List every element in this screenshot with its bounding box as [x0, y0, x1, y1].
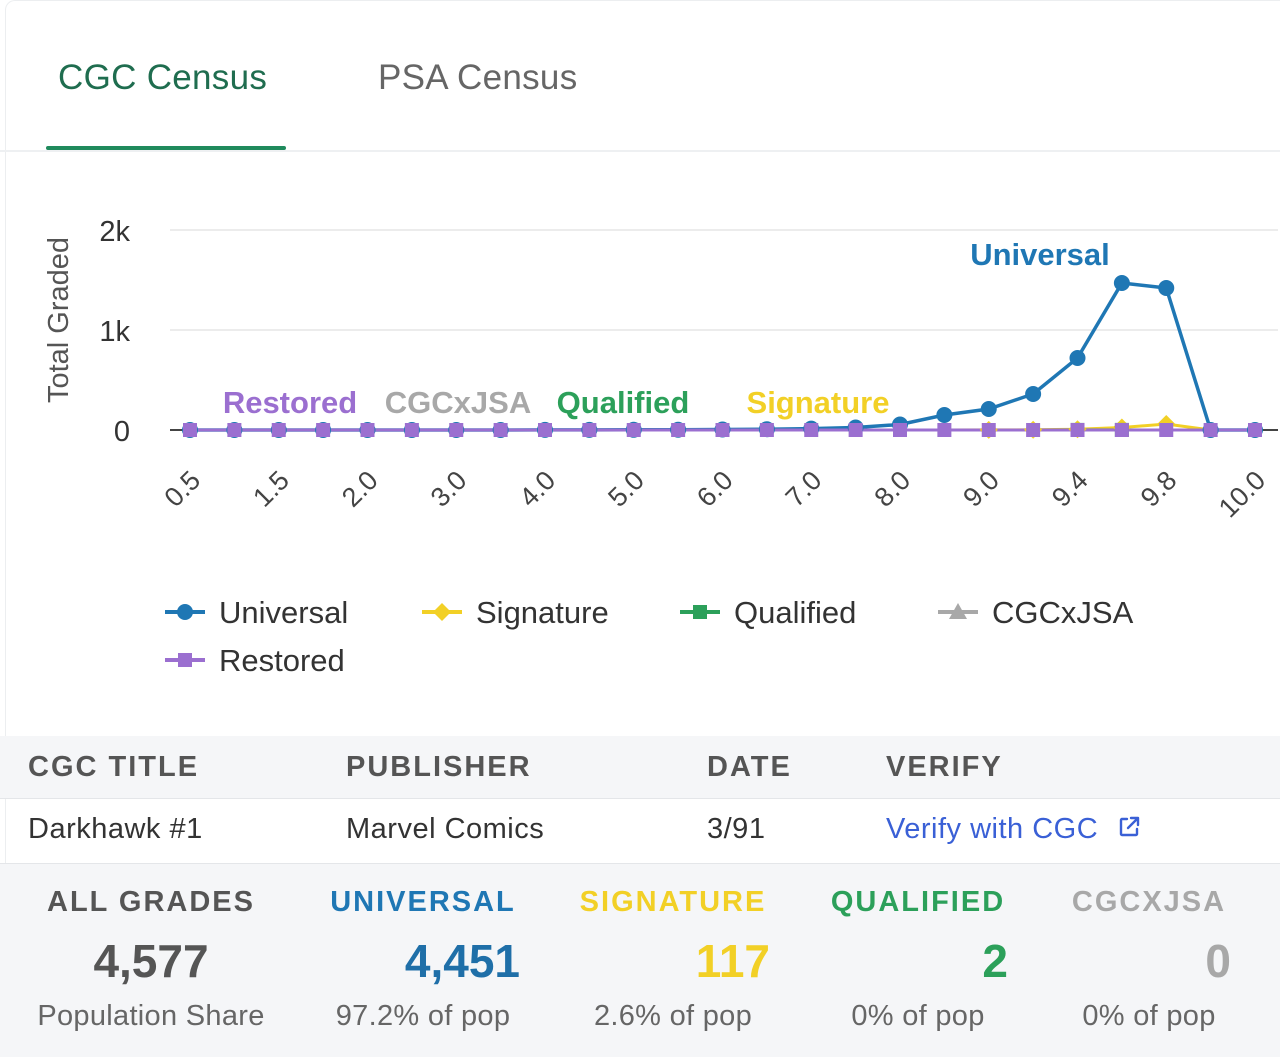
data-point-restored	[227, 423, 242, 437]
table-header: CGC TITLE PUBLISHER DATE VERIFY	[0, 736, 1280, 799]
data-point-restored	[1070, 423, 1085, 437]
legend-item-label: Qualified	[734, 595, 856, 630]
header-cgc-title: CGC TITLE	[28, 751, 200, 783]
x-tick-label: 2.0	[336, 465, 384, 513]
x-tick-label: 9.4	[1046, 465, 1094, 513]
series-annotation: Universal	[970, 237, 1110, 272]
legend-item-label: CGCxJSA	[992, 595, 1134, 630]
stat-value: 2	[982, 935, 1008, 987]
stat-sub: Population Share	[37, 1000, 265, 1032]
data-point-restored	[804, 423, 819, 437]
data-point-restored	[671, 423, 686, 437]
x-tick-label: 9.8	[1135, 465, 1183, 513]
stat-label: ALL GRADES	[47, 886, 255, 918]
y-tick-label: 0	[114, 416, 130, 448]
legend-marker	[949, 603, 967, 619]
data-point-restored	[316, 423, 331, 437]
stat-label: CGCXJSA	[1071, 886, 1227, 918]
x-tick-label: 0.5	[158, 465, 206, 513]
stat-label: UNIVERSAL	[330, 886, 516, 918]
y-tick-label: 1k	[99, 316, 130, 348]
data-point-restored	[183, 423, 197, 437]
external-link-icon	[1117, 814, 1141, 847]
stat-value: 0	[1205, 935, 1231, 987]
data-point-restored	[1026, 423, 1041, 437]
legend-marker	[177, 604, 193, 620]
cell-date: 3/91	[707, 813, 766, 845]
data-point-universal	[1113, 275, 1130, 291]
x-tick-label: 9.0	[957, 465, 1005, 513]
legend-item-label: Restored	[219, 643, 345, 678]
series-annotation: CGCxJSA	[385, 385, 531, 420]
tab-cgc-census[interactable]: CGC Census	[58, 58, 268, 97]
x-tick-label: 7.0	[780, 465, 828, 513]
data-point-universal	[1025, 386, 1042, 402]
series-annotation: Restored	[223, 385, 357, 420]
stat-sub: 2.6% of pop	[593, 1000, 753, 1032]
card-border	[5, 0, 1280, 1057]
data-point-universal	[1158, 280, 1175, 296]
data-point-restored	[759, 423, 774, 437]
data-point-restored	[848, 423, 863, 437]
verify-with-cgc-link[interactable]: Verify with CGC	[886, 813, 1141, 847]
data-point-universal	[980, 401, 997, 417]
header-publisher: PUBLISHER	[346, 751, 532, 783]
data-point-restored	[626, 423, 641, 437]
stat-sub: 0% of pop	[1082, 1000, 1216, 1032]
data-point-universal	[1069, 350, 1086, 366]
stat-value: 4,577	[93, 935, 209, 987]
data-point-restored	[981, 423, 996, 437]
x-tick-label: 1.5	[247, 465, 295, 513]
census-chart: 0 1k 2k Total Graded 0.5 1.5 2.0 3.0 4.0 5.0 6.0 7.…	[43, 216, 1278, 678]
data-point-restored	[893, 423, 907, 437]
data-point-restored	[1114, 423, 1129, 437]
census-tabs: CGC Census PSA Census	[0, 0, 1280, 152]
y-tick-label: 2k	[99, 216, 130, 248]
cell-publisher: Marvel Comics	[346, 813, 545, 845]
data-point-restored	[1203, 423, 1218, 437]
data-point-restored	[404, 423, 419, 437]
data-point-restored	[493, 423, 508, 437]
data-point-universal	[936, 407, 953, 423]
x-tick-label: 4.0	[513, 465, 561, 513]
grade-stats: ALL GRADES 4,577 Population Share UNIVER…	[0, 864, 1280, 1057]
data-point-restored	[449, 423, 464, 437]
data-point-restored	[271, 423, 286, 437]
stat-label: QUALIFIED	[830, 886, 1006, 918]
cell-title: Darkhawk #1	[28, 813, 203, 845]
legend-marker	[178, 653, 192, 667]
legend-marker	[433, 603, 451, 621]
series-annotation: Signature	[747, 385, 890, 420]
stat-value: 117	[695, 935, 770, 987]
legend-marker	[693, 605, 707, 619]
data-point-restored	[1248, 423, 1262, 437]
data-point-restored	[715, 423, 730, 437]
legend-item-label: Signature	[476, 595, 609, 630]
series-annotation: Qualified	[557, 385, 690, 420]
x-tick-label: 5.0	[602, 465, 650, 513]
stat-sub: 97.2% of pop	[335, 1000, 511, 1032]
verify-link-label: Verify with CGC	[886, 813, 1099, 845]
stat-value: 4,451	[404, 935, 520, 987]
stat-label: SIGNATURE	[579, 886, 767, 918]
table-row: Darkhawk #1 Marvel Comics 3/91 Verify wi…	[0, 799, 1280, 864]
tab-psa-census[interactable]: PSA Census	[378, 58, 578, 97]
data-point-restored	[937, 423, 952, 437]
stat-sub: 0% of pop	[851, 1000, 985, 1032]
active-tab-indicator	[46, 146, 286, 150]
y-axis-label: Total Graded	[43, 237, 75, 403]
x-tick-label: 10.0	[1213, 465, 1271, 523]
header-verify: VERIFY	[886, 751, 1003, 783]
x-tick-label: 8.0	[868, 465, 916, 513]
x-tick-label: 6.0	[691, 465, 739, 513]
data-point-restored	[1159, 423, 1174, 437]
data-point-restored	[538, 423, 552, 437]
data-point-restored	[360, 423, 375, 437]
legend-item-label: Universal	[219, 595, 348, 630]
data-point-restored	[582, 423, 597, 437]
header-date: DATE	[707, 751, 792, 783]
x-tick-label: 3.0	[425, 465, 473, 513]
